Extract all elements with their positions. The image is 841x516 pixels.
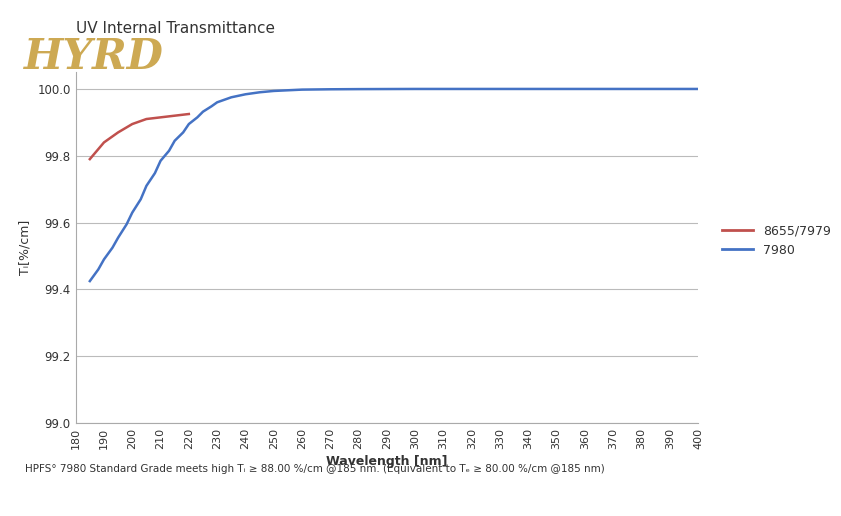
Y-axis label: Tᵢ[%/cm]: Tᵢ[%/cm] [19,220,32,276]
Text: HPFS° 7980 Standard Grade meets high Tᵢ ≥ 88.00 %/cm @185 nm. (Equivalent to Tₑ : HPFS° 7980 Standard Grade meets high Tᵢ … [25,464,605,474]
X-axis label: Wavelength [nm]: Wavelength [nm] [326,455,447,468]
Text: UV Internal Transmittance: UV Internal Transmittance [76,21,275,36]
Legend: 8655/7979, 7980: 8655/7979, 7980 [717,219,836,262]
Text: HYRD: HYRD [24,36,163,78]
